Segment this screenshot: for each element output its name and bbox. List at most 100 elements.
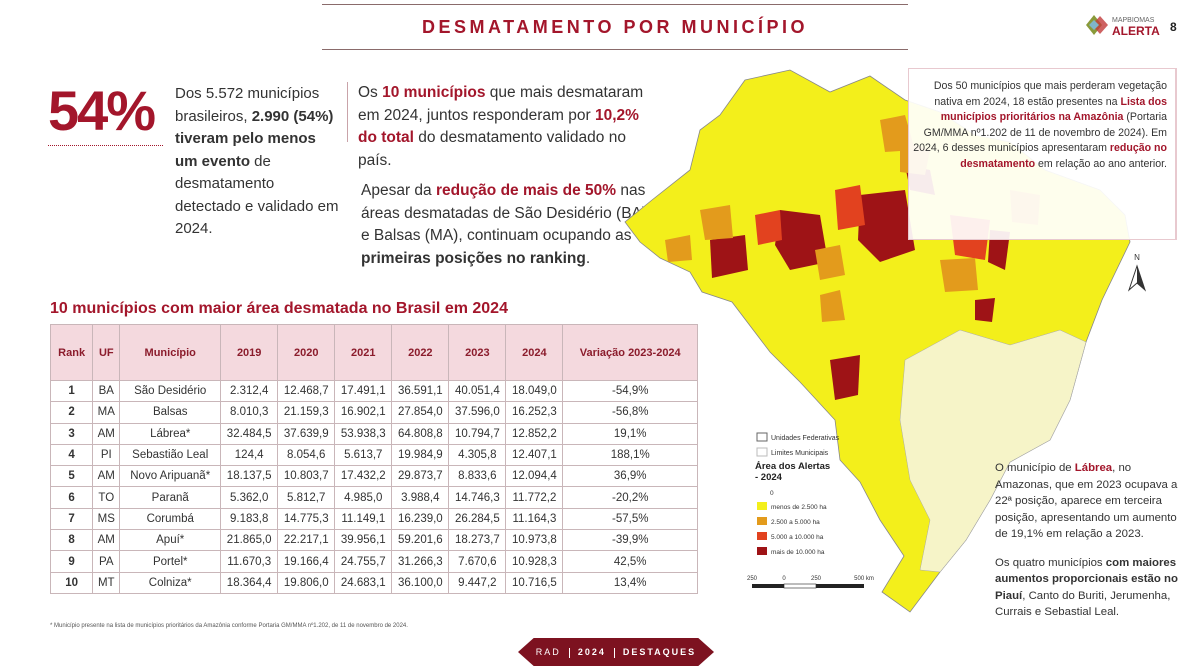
footnote: * Município presente na lista de municíp… [50,623,408,629]
table-cell: 2.312,4 [220,379,279,403]
table-cell: 11.164,3 [505,507,564,531]
text: do desmatamento validado no país. [358,129,626,169]
table-cell: TO [92,486,121,509]
table-cell: 12.852,2 [505,422,564,445]
table-cell: 37.639,9 [277,422,336,445]
table-cell: 31.266,3 [391,550,450,573]
logo-top: MAPBIOMAS [1112,17,1155,24]
table-cell: 18.364,4 [220,571,279,594]
table-cell: 188,1% [562,443,698,467]
table-cell: 32.484,5 [220,422,279,445]
table-cell: Balsas [119,401,222,424]
table-cell: 12.094,4 [505,465,564,488]
text: nas áreas desmatadas de São Desidério (B… [361,182,648,244]
summary: Os 10 municípios que mais desmataram em … [358,82,658,278]
column-header: 2023 [448,324,507,381]
column-header: Variação 2023-2024 [562,324,698,381]
table-cell: 8.833,6 [448,465,507,488]
table-cell: 19.984,9 [391,443,450,467]
column-header: Município [119,324,222,381]
text-emph: 10 municípios [382,84,486,101]
footer-text: DESTAQUES [622,647,697,657]
table-cell: 18.273,7 [448,529,507,552]
column-header: 2020 [277,324,336,381]
table-cell: 22.217,1 [277,529,336,552]
boundary-swatch [756,432,768,442]
text: Os quatro municípios [995,556,1106,569]
table-cell: 14.746,3 [448,486,507,509]
text: de desmatamento detectado e validado em … [175,152,339,238]
table-cell: Apuí* [119,529,222,552]
table-row: 5 AM Novo Aripuanã* 18.137,5 10.803,7 17.432,… [49,465,698,488]
table-cell: 8.054,6 [277,443,336,467]
legend-label: 2.500 a 5.000 ha [771,519,820,526]
legend-swatch [757,547,767,555]
table-cell: 124,4 [220,443,279,467]
logo: MAPBIOMAS ALERTA 8 [1086,15,1177,38]
legend-label: menos de 2.500 ha [771,504,827,511]
table-cell: 1 [49,379,94,403]
table-cell: 5.362,0 [220,486,279,509]
table-cell: 3.988,4 [391,486,450,509]
table-cell: 14.775,3 [277,507,336,531]
table-cell: 21.159,3 [277,401,336,424]
scale-bar [752,583,864,589]
table-cell: BA [92,379,121,403]
table-cell: MS [92,507,121,531]
table-cell: 36.591,1 [391,379,450,403]
paragraph: Apesar da redução de mais de 50% nas áre… [358,180,658,270]
table-cell: 18.049,0 [505,379,564,403]
text-emph: Lábrea [1074,462,1113,474]
table-cell: 10.928,3 [505,550,564,573]
table-cell: Corumbá [119,507,222,531]
text: Os [358,84,383,101]
table-row: 4 PI Sebastião Leal 124,4 8.054,6 5.613,7 19.9… [49,443,698,467]
table-cell: 16.902,1 [334,401,393,424]
text: que mais desmataram em 2024, juntos resp… [358,84,644,124]
big-stat: 54% [48,78,163,146]
table-cell: 4.305,8 [448,443,507,467]
north-label: N [1134,253,1140,262]
table-cell: 27.854,0 [391,401,450,424]
divider [347,82,348,142]
table-cell: 7 [49,507,94,531]
table-cell: 13,4% [562,571,698,594]
text-emph: Lista dos municípios prioritários na Ama… [940,95,1167,124]
stat-text: Dos 5.572 municípios brasileiros, 2.990 … [175,83,340,241]
text: . [585,249,591,267]
table-row: 7 MS Corumbá 9.183,8 14.775,3 11.149,1 16.239,… [49,507,698,531]
legend-title: Área dos Alertas - 2024 [755,461,831,483]
table-cell: 59.201,6 [391,529,450,552]
table-cell: 10.803,7 [277,465,336,488]
text: Dos 5.572 municípios brasileiros, [175,85,320,125]
text: , Canto do Buriti, Jerumenha, Currais e … [995,589,1171,619]
table-cell: Paranã [119,486,222,509]
table-cell: 19.166,4 [277,550,336,573]
table-cell: 10.716,5 [505,571,564,594]
text-bold: com maiores aumentos proporcionais estão… [995,556,1178,602]
table-cell: 5.812,7 [277,486,336,509]
table-row: 8 AM Apuí* 21.865,0 22.217,1 39.956,1 59.201,6… [49,529,698,552]
table-cell: 9.183,8 [220,507,279,531]
table-cell: 40.051,4 [448,379,507,403]
footer: RAD 2024 DESTAQUES [518,638,714,666]
map-labels: N Unidades Federativas Limites Municipai… [747,253,1140,582]
logo-icon [1086,15,1108,35]
table-cell: 19.806,0 [277,571,336,594]
table-cell: Lábrea* [119,422,222,445]
scale-label: 500 km [854,576,874,582]
legend-swatch [757,517,767,525]
table-cell: MA [92,401,121,424]
table-title: 10 municípios com maior área desmatada n… [50,300,508,317]
text: Dos 50 municípios que mais perderam vege… [933,80,1167,108]
boundary-label: Limites Municipais [771,450,829,457]
table-cell: 9.447,2 [448,571,507,594]
table-cell: AM [92,465,121,488]
paragraph: O município de Lábrea, no Amazonas, que … [995,460,1180,543]
table-cell: PI [92,443,121,467]
table-cell: 3 [49,422,94,445]
table-cell: 24.683,1 [334,571,393,594]
text: (Portaria GM/MMA nº1.202 de 11 de novemb… [913,111,1167,155]
table-cell: 29.873,7 [391,465,450,488]
table-cell: Novo Aripuanã* [119,465,222,488]
